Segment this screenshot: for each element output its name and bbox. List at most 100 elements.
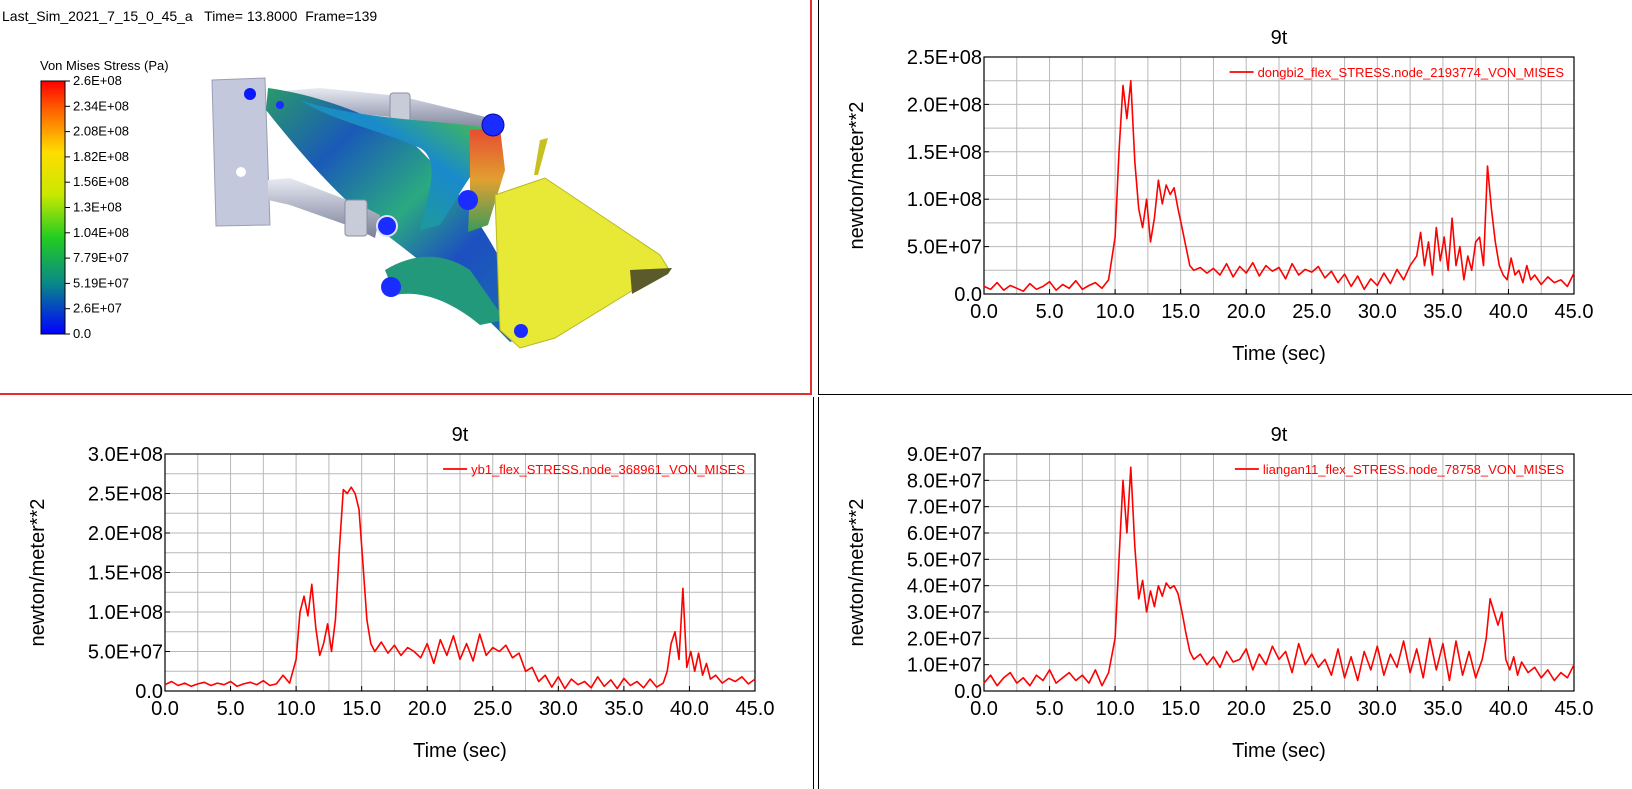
x-tick-label: 25.0: [1292, 698, 1331, 720]
chart-panel-bottom-left[interactable]: 9t 0.0 5.0 10.0 15.0 20.0 25.0 30.0 35.0 40.0 45.0…: [0, 397, 814, 789]
x-tick-label: 30.0: [539, 698, 578, 720]
fea-view[interactable]: Von Mises Stress (Pa) 2.6E+08 2.34E+08 2.0…: [0, 0, 810, 393]
y-tick-label: 0.0: [954, 284, 982, 306]
pin-middle: [458, 190, 478, 210]
y-tick-label: 1.0E+08: [88, 602, 163, 624]
legend-tick-label: 2.34E+08: [73, 98, 129, 113]
x-tick-label: 45.0: [1555, 301, 1594, 323]
legend: yb1_flex_STRESS.node_368961_VON_MISES: [443, 462, 745, 477]
x-axis-label: Time (sec): [413, 740, 507, 762]
pin-lower-cylinder: [376, 215, 398, 237]
y-tick-label: 6.0E+07: [907, 523, 982, 545]
x-tick-label: 0.0: [151, 698, 179, 720]
x-tick-label: 10.0: [1096, 698, 1135, 720]
y-tick-label: 2.0E+08: [907, 94, 982, 116]
x-tick-label: 25.0: [473, 698, 512, 720]
x-tick-label: 10.0: [1096, 301, 1135, 323]
pin-lower-link: [381, 277, 401, 297]
x-tick-label: 30.0: [1358, 301, 1397, 323]
y-tick-label: 1.0E+07: [907, 655, 982, 677]
y-tick-label: 2.0E+08: [88, 523, 163, 545]
dongbi2-stress-chart[interactable]: 9t 0.0 5.0 10.0 15.0 20.0 25.0 30.0 35.0 40.0 45.0…: [819, 0, 1631, 394]
y-tick-label: 4.0E+07: [907, 576, 982, 598]
chart-title: 9t: [452, 424, 469, 446]
x-tick-label: 45.0: [1555, 698, 1594, 720]
legend-title: Von Mises Stress (Pa): [40, 58, 169, 73]
y-tick-label: 5.0E+07: [907, 549, 982, 571]
series-line: [983, 79, 1575, 293]
x-tick-label: 0.0: [970, 301, 998, 323]
legend-tick-label: 1.3E+08: [73, 200, 122, 215]
y-tick-label: 5.0E+07: [907, 237, 982, 259]
x-tick-label: 20.0: [408, 698, 447, 720]
lower-link: [385, 256, 505, 325]
y-tick-label: 3.0E+08: [88, 444, 163, 466]
legend-tick-label: 2.6E+08: [73, 73, 122, 88]
chart-panel-top-right[interactable]: 9t 0.0 5.0 10.0 15.0 20.0 25.0 30.0 35.0 40.0 45.0…: [818, 0, 1632, 395]
chart-title: 9t: [1271, 424, 1288, 446]
series-line: [164, 486, 756, 690]
x-tick-label: 5.0: [1036, 698, 1064, 720]
frame-hole: [236, 167, 246, 177]
x-tick-label: 25.0: [1292, 301, 1331, 323]
x-tick-label: 15.0: [1161, 698, 1200, 720]
legend-tick-label: 2.6E+07: [73, 301, 122, 316]
x-tick-label: 10.0: [277, 698, 316, 720]
plot-frame: [983, 453, 1575, 692]
boom-upper-plate: [300, 100, 495, 230]
x-tick-label: 15.0: [1161, 301, 1200, 323]
y-tick-label: 7.0E+07: [907, 497, 982, 519]
y-tick-label: 2.5E+08: [88, 484, 163, 506]
chart-title: 9t: [1271, 27, 1288, 49]
y-tick-label: 0.0: [135, 681, 163, 703]
pin-frame-arm: [276, 101, 284, 109]
y-axis-label: newton/meter**2: [846, 499, 868, 647]
series-line: [983, 466, 1575, 687]
time-readout: Time= 13.8000: [204, 8, 298, 24]
legend: dongbi2_flex_STRESS.node_2193774_VON_MIS…: [1229, 65, 1565, 80]
plot-frame: [983, 56, 1575, 295]
y-tick-label: 9.0E+07: [907, 444, 982, 466]
chart-panel-bottom-right[interactable]: 9t 0.0 5.0 10.0 15.0 20.0 25.0 30.0 35.0 40.0 45.0…: [818, 397, 1632, 789]
lower-cylinder-collar: [344, 199, 368, 237]
y-tick-label: 2.5E+08: [907, 47, 982, 69]
pin-bucket: [514, 324, 528, 338]
y-tick-label: 0.0: [954, 681, 982, 703]
legend-tick-label: 5.19E+07: [73, 275, 129, 290]
legend-ticks: 2.6E+08 2.34E+08 2.08E+08 1.82E+08 1.56E+08 1…: [65, 73, 129, 341]
mount-frame: [211, 77, 271, 227]
x-tick-label: 0.0: [970, 698, 998, 720]
y-tick-label: 8.0E+07: [907, 470, 982, 492]
legend-entry: liangan11_flex_STRESS.node_78758_VON_MIS…: [1263, 462, 1564, 477]
stress-colorbar: [40, 80, 66, 335]
upper-cylinder: [270, 88, 492, 132]
y-tick-label: 1.0E+08: [907, 189, 982, 211]
y-tick-label: 1.5E+08: [907, 142, 982, 164]
frame-readout: Frame=139: [305, 8, 378, 24]
tilt-link: [468, 128, 505, 232]
legend-tick-label: 0.0: [73, 326, 91, 341]
x-tick-label: 35.0: [604, 698, 643, 720]
x-tick-label: 30.0: [1358, 698, 1397, 720]
sim-name: Last_Sim_2021_7_15_0_45_a: [2, 8, 193, 24]
legend-tick-label: 1.82E+08: [73, 149, 129, 164]
x-tick-label: 35.0: [1423, 301, 1462, 323]
bucket-edge: [630, 268, 672, 294]
legend-tick-label: 7.79E+07: [73, 250, 129, 265]
frame-pin-upper: [244, 88, 256, 100]
x-tick-label: 20.0: [1227, 301, 1266, 323]
legend-entry: yb1_flex_STRESS.node_368961_VON_MISES: [471, 462, 745, 477]
bucket-stop-tab: [534, 138, 548, 175]
y-tick-label: 1.5E+08: [88, 563, 163, 585]
legend-entry: dongbi2_flex_STRESS.node_2193774_VON_MIS…: [1258, 65, 1565, 80]
legend-tick-label: 2.08E+08: [73, 124, 129, 139]
animation-panel[interactable]: Last_Sim_2021_7_15_0_45_a Time= 13.8000 …: [0, 0, 812, 395]
x-axis-label: Time (sec): [1232, 343, 1326, 365]
x-tick-label: 45.0: [736, 698, 775, 720]
y-tick-label: 3.0E+07: [907, 602, 982, 624]
x-tick-label: 15.0: [342, 698, 381, 720]
liangan11-stress-chart[interactable]: 9t 0.0 5.0 10.0 15.0 20.0 25.0 30.0 35.0 40.0 45.0…: [819, 397, 1631, 789]
yb1-stress-chart[interactable]: 9t 0.0 5.0 10.0 15.0 20.0 25.0 30.0 35.0 40.0 45.0…: [0, 397, 812, 789]
y-tick-label: 5.0E+07: [88, 642, 163, 664]
animation-header: Last_Sim_2021_7_15_0_45_a Time= 13.8000 …: [2, 8, 377, 24]
